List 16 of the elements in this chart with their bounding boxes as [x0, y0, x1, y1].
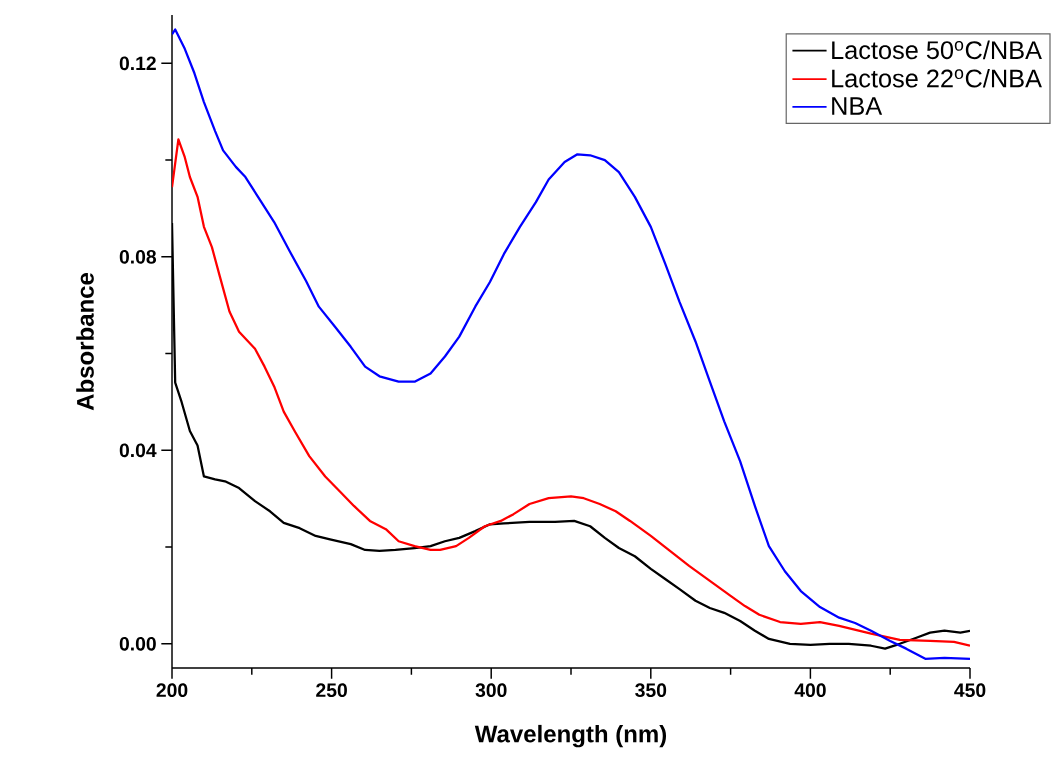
- legend-label: NBA: [832, 97, 883, 115]
- y-tick-label: 0.12: [119, 56, 156, 71]
- y-axis-title: Absorbance: [76, 272, 94, 411]
- line-series: [172, 138, 970, 647]
- x-axis-title: Wavelength (nm): [474, 724, 667, 748]
- y-tick-label: 0.00: [119, 636, 156, 651]
- x-tick-label: 250: [316, 683, 347, 698]
- legend-label: Lactose 22$^{o}$C/NBA: [832, 68, 1042, 88]
- x-tick-label: 350: [635, 683, 667, 698]
- x-tick-label: 200: [156, 683, 188, 698]
- x-tick-label: 300: [475, 683, 507, 698]
- x-tick-label: 400: [794, 683, 826, 698]
- legend-label: Lactose 50$^{o}$C/NBA: [832, 40, 1042, 60]
- y-tick-label: 0.04: [119, 443, 157, 458]
- y-tick-label: 0.08: [119, 249, 157, 264]
- x-tick-label: 450: [954, 683, 986, 698]
